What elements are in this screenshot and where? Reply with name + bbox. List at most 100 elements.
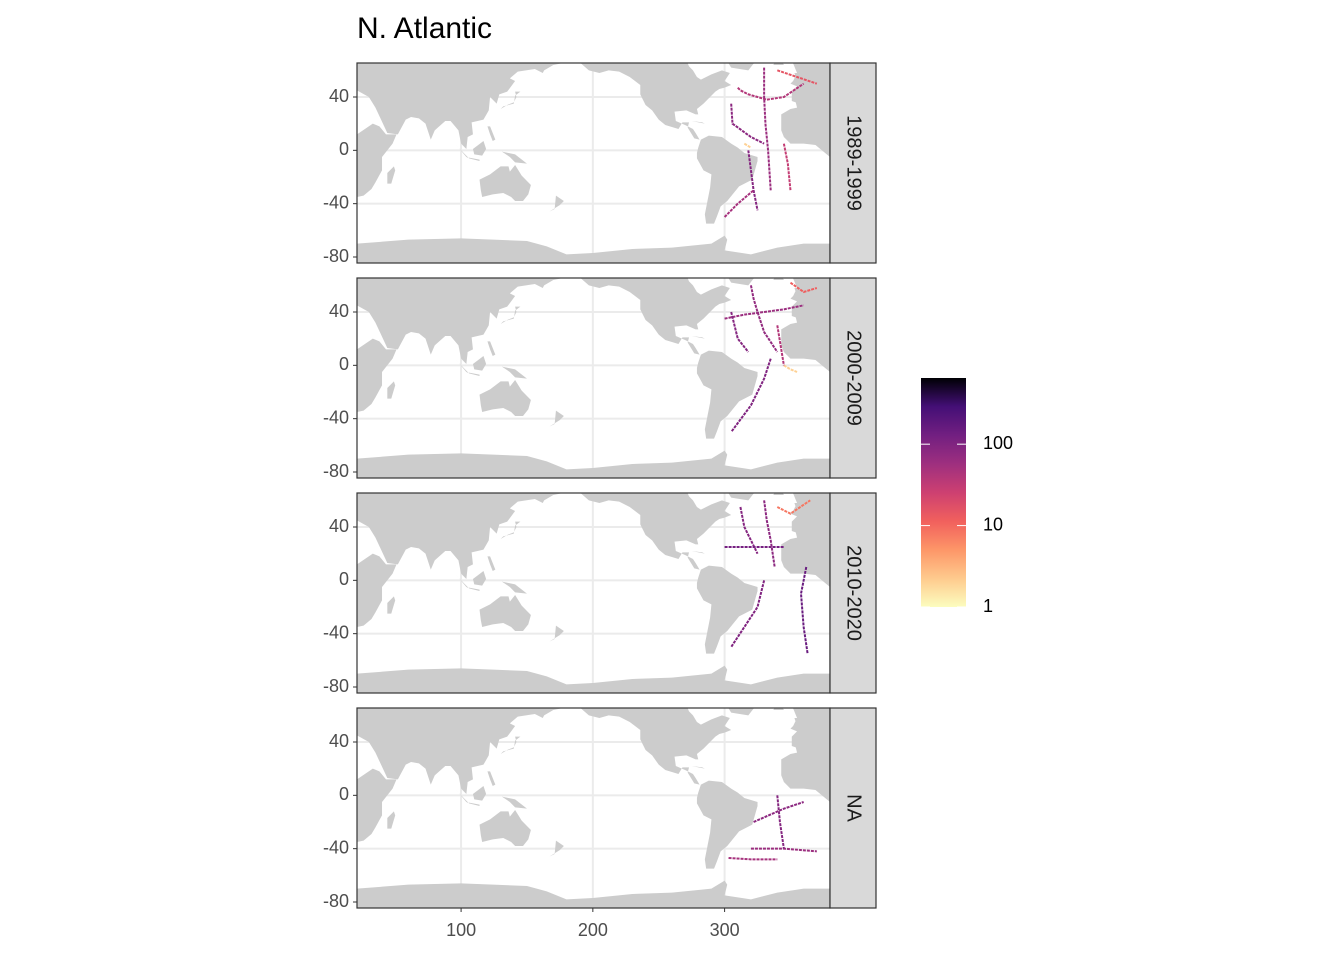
track [730, 358, 772, 433]
y-tick-label: -40 [323, 837, 349, 857]
y-tick-label: 0 [339, 139, 349, 159]
track [728, 857, 778, 861]
y-tick-label: -80 [323, 891, 349, 911]
land [781, 493, 830, 587]
land [357, 235, 830, 263]
land [479, 165, 531, 201]
track [782, 143, 792, 191]
y-tick-label: 0 [339, 784, 349, 804]
track [743, 142, 752, 149]
track [753, 801, 804, 823]
strip [829, 492, 877, 694]
strip-label: 2010-2020 [843, 545, 865, 641]
y-tick-label: 0 [339, 569, 349, 589]
colorbar-label: 1 [983, 596, 993, 616]
track [789, 281, 818, 294]
strip-label: 2000-2009 [843, 330, 865, 426]
y-tick-label: -40 [323, 192, 349, 212]
strip-label: 1989-1999 [843, 115, 865, 211]
land [357, 450, 830, 478]
track [776, 795, 785, 849]
land [357, 278, 564, 364]
strip [829, 707, 877, 909]
track [776, 69, 818, 85]
track [783, 364, 798, 373]
land [357, 665, 830, 693]
strip-label: NA [843, 794, 865, 822]
land [472, 141, 487, 156]
track [723, 189, 755, 218]
land [357, 493, 564, 579]
land [357, 708, 564, 794]
panel [357, 278, 830, 478]
track [749, 285, 779, 353]
y-tick-label: -80 [323, 461, 349, 481]
y-tick-label: 40 [329, 516, 349, 536]
y-tick-label: 40 [329, 301, 349, 321]
land [696, 565, 758, 654]
track [776, 499, 811, 515]
land [696, 350, 758, 439]
land [728, 63, 758, 71]
land [387, 381, 396, 399]
land [549, 410, 564, 427]
land [696, 780, 758, 869]
track [747, 150, 759, 211]
land [487, 126, 496, 141]
y-tick-label: -80 [323, 676, 349, 696]
colorbar [921, 378, 966, 607]
land [500, 736, 521, 754]
land [387, 596, 396, 614]
land [500, 521, 521, 539]
land [728, 493, 758, 501]
land [357, 553, 397, 627]
land [454, 573, 469, 589]
land [487, 771, 496, 786]
x-tick-label: 100 [446, 920, 476, 940]
y-tick-label: -80 [323, 246, 349, 266]
panel [357, 493, 830, 693]
land [387, 166, 396, 184]
land [501, 581, 527, 594]
colorbar-label: 100 [983, 433, 1013, 453]
chart-title: N. Atlantic [357, 12, 492, 45]
track [776, 325, 785, 366]
land [487, 556, 496, 571]
land [781, 708, 830, 802]
land [357, 123, 397, 197]
land [468, 157, 480, 161]
track [800, 566, 809, 654]
land [691, 336, 705, 339]
track [724, 304, 804, 320]
y-tick-label: -40 [323, 407, 349, 427]
land [357, 880, 830, 908]
land [691, 121, 705, 124]
land [580, 278, 732, 355]
land [479, 380, 531, 416]
track [730, 103, 765, 145]
land [500, 91, 521, 109]
land [549, 195, 564, 212]
track [763, 67, 772, 191]
land [728, 708, 758, 716]
land [781, 278, 830, 372]
land [472, 571, 487, 586]
x-tick-label: 200 [578, 920, 608, 940]
land [472, 786, 487, 801]
strip [829, 62, 877, 264]
y-tick-label: 40 [329, 86, 349, 106]
y-tick-label: -40 [323, 622, 349, 642]
land [454, 358, 469, 374]
land [500, 306, 521, 324]
track [763, 500, 776, 568]
panel [357, 708, 830, 908]
land [468, 802, 480, 806]
track [730, 311, 750, 353]
land [580, 493, 732, 570]
track [737, 82, 805, 101]
land [468, 372, 480, 376]
land [454, 788, 469, 804]
land [472, 356, 487, 371]
land [487, 341, 496, 356]
